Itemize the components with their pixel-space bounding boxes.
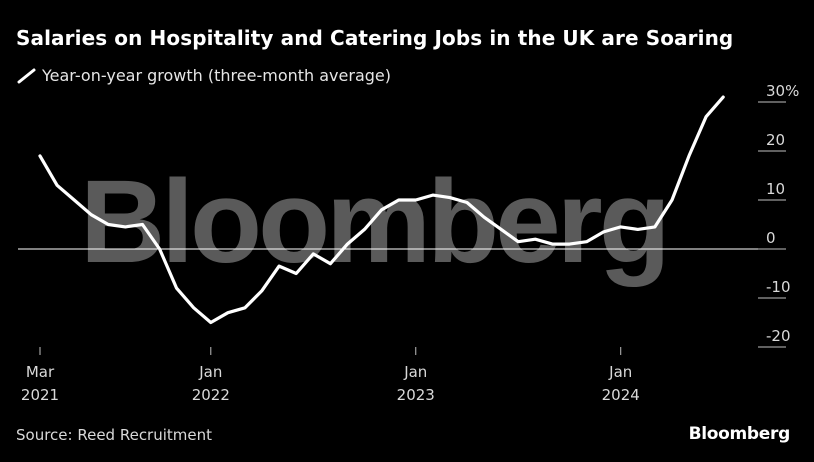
brand-logo: Bloomberg	[688, 424, 791, 444]
x-tick-label-month: Jan	[608, 363, 632, 381]
x-tick-label-year: 2023	[397, 386, 435, 404]
legend: Year-on-year growth (three-month average…	[16, 66, 391, 85]
y-tick-label: 0	[766, 229, 776, 247]
legend-label: Year-on-year growth (three-month average…	[42, 66, 391, 85]
legend-line-icon	[17, 68, 36, 83]
chart-title: Salaries on Hospitality and Catering Job…	[16, 26, 734, 50]
x-tick-label-month: Mar	[26, 363, 55, 381]
x-tick-label-year: 2022	[192, 386, 230, 404]
x-tick-label-year: 2021	[21, 386, 59, 404]
y-tick-label: 30%	[766, 82, 799, 100]
x-tick-label-year: 2024	[602, 386, 640, 404]
y-tick-label: 20	[766, 131, 785, 149]
y-tick-label: 10	[766, 180, 785, 198]
series-line	[38, 95, 725, 325]
x-tick-label-month: Jan	[403, 363, 427, 381]
axes: 30% 20 10 0 -10 -20 Mar 2021 Jan 2022 Jan 2023 Jan 20…	[18, 82, 799, 404]
series-group	[38, 95, 725, 325]
y-tick-label: -10	[766, 278, 791, 296]
y-tick-label: -20	[766, 327, 791, 345]
x-tick-label-month: Jan	[198, 363, 222, 381]
watermark: Bloomberg	[80, 156, 667, 288]
source-note: Source: Reed Recruitment	[16, 426, 213, 444]
